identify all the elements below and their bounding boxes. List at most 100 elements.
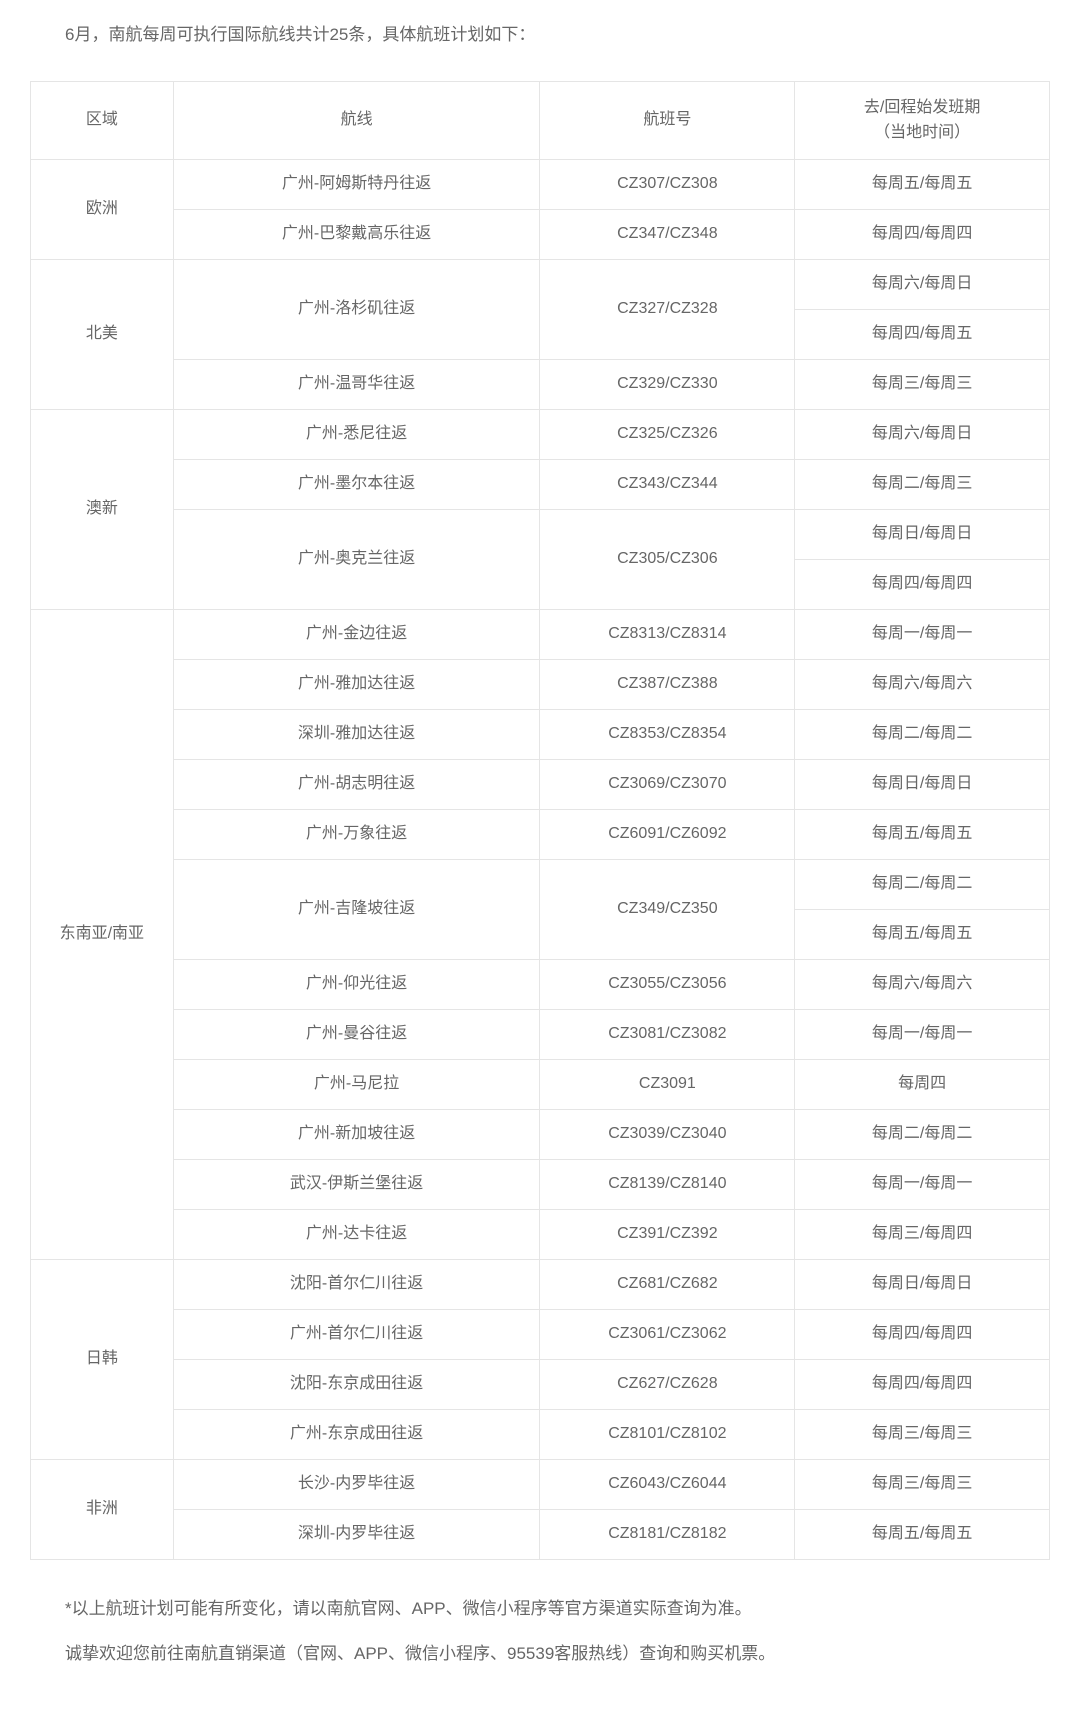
cell-schedule: 每周六/每周日 bbox=[795, 409, 1050, 459]
table-row: 武汉-伊斯兰堡往返CZ8139/CZ8140每周一/每周一 bbox=[31, 1159, 1050, 1209]
cell-flight-no: CZ349/CZ350 bbox=[540, 859, 795, 959]
cell-flight-no: CZ3055/CZ3056 bbox=[540, 959, 795, 1009]
table-row: 广州-马尼拉CZ3091每周四 bbox=[31, 1059, 1050, 1109]
footnote-invitation: 诚挚欢迎您前往南航直销渠道（官网、APP、微信小程序、95539客服热线）查询和… bbox=[65, 1635, 1050, 1672]
cell-route: 沈阳-首尔仁川往返 bbox=[173, 1259, 540, 1309]
table-row: 深圳-雅加达往返CZ8353/CZ8354每周二/每周二 bbox=[31, 709, 1050, 759]
cell-route: 广州-达卡往返 bbox=[173, 1209, 540, 1259]
table-row: 广州-巴黎戴高乐往返CZ347/CZ348每周四/每周四 bbox=[31, 209, 1050, 259]
cell-flight-no: CZ8101/CZ8102 bbox=[540, 1409, 795, 1459]
cell-schedule: 每周五/每周五 bbox=[795, 909, 1050, 959]
cell-route: 广州-新加坡往返 bbox=[173, 1109, 540, 1159]
cell-schedule: 每周六/每周六 bbox=[795, 959, 1050, 1009]
table-row: 广州-胡志明往返CZ3069/CZ3070每周日/每周日 bbox=[31, 759, 1050, 809]
table-row: 广州-万象往返CZ6091/CZ6092每周五/每周五 bbox=[31, 809, 1050, 859]
table-row: 广州-雅加达往返CZ387/CZ388每周六/每周六 bbox=[31, 659, 1050, 709]
cell-route: 武汉-伊斯兰堡往返 bbox=[173, 1159, 540, 1209]
cell-flight-no: CZ8353/CZ8354 bbox=[540, 709, 795, 759]
cell-schedule: 每周三/每周三 bbox=[795, 1459, 1050, 1509]
intro-text: 6月，南航每周可执行国际航线共计25条，具体航班计划如下： bbox=[65, 20, 1050, 51]
cell-flight-no: CZ3061/CZ3062 bbox=[540, 1309, 795, 1359]
table-row: 日韩沈阳-首尔仁川往返CZ681/CZ682每周日/每周日 bbox=[31, 1259, 1050, 1309]
cell-region: 欧洲 bbox=[31, 159, 174, 259]
cell-schedule: 每周一/每周一 bbox=[795, 1159, 1050, 1209]
header-region: 区域 bbox=[31, 81, 174, 159]
header-route: 航线 bbox=[173, 81, 540, 159]
cell-region: 东南亚/南亚 bbox=[31, 609, 174, 1259]
cell-flight-no: CZ6043/CZ6044 bbox=[540, 1459, 795, 1509]
cell-route: 广州-阿姆斯特丹往返 bbox=[173, 159, 540, 209]
table-row: 广州-东京成田往返CZ8101/CZ8102每周三/每周三 bbox=[31, 1409, 1050, 1459]
cell-schedule: 每周五/每周五 bbox=[795, 809, 1050, 859]
cell-schedule: 每周二/每周二 bbox=[795, 859, 1050, 909]
cell-route: 广州-雅加达往返 bbox=[173, 659, 540, 709]
cell-route: 广州-仰光往返 bbox=[173, 959, 540, 1009]
header-schedule: 去/回程始发班期（当地时间） bbox=[795, 81, 1050, 159]
cell-flight-no: CZ307/CZ308 bbox=[540, 159, 795, 209]
table-row: 广州-新加坡往返CZ3039/CZ3040每周二/每周二 bbox=[31, 1109, 1050, 1159]
cell-flight-no: CZ327/CZ328 bbox=[540, 259, 795, 359]
cell-schedule: 每周四/每周四 bbox=[795, 1309, 1050, 1359]
cell-route: 广州-万象往返 bbox=[173, 809, 540, 859]
cell-route: 广州-吉隆坡往返 bbox=[173, 859, 540, 959]
cell-schedule: 每周三/每周三 bbox=[795, 359, 1050, 409]
table-row: 广州-仰光往返CZ3055/CZ3056每周六/每周六 bbox=[31, 959, 1050, 1009]
cell-schedule: 每周一/每周一 bbox=[795, 1009, 1050, 1059]
cell-flight-no: CZ3091 bbox=[540, 1059, 795, 1109]
cell-route: 广州-悉尼往返 bbox=[173, 409, 540, 459]
table-row: 广州-达卡往返CZ391/CZ392每周三/每周四 bbox=[31, 1209, 1050, 1259]
cell-schedule: 每周五/每周五 bbox=[795, 1509, 1050, 1559]
cell-schedule: 每周四/每周四 bbox=[795, 559, 1050, 609]
flight-schedule-table: 区域 航线 航班号 去/回程始发班期（当地时间） 欧洲广州-阿姆斯特丹往返CZ3… bbox=[30, 81, 1050, 1560]
cell-flight-no: CZ329/CZ330 bbox=[540, 359, 795, 409]
table-row: 澳新广州-悉尼往返CZ325/CZ326每周六/每周日 bbox=[31, 409, 1050, 459]
cell-flight-no: CZ6091/CZ6092 bbox=[540, 809, 795, 859]
cell-schedule: 每周四/每周四 bbox=[795, 1359, 1050, 1409]
cell-schedule: 每周日/每周日 bbox=[795, 759, 1050, 809]
cell-route: 广州-温哥华往返 bbox=[173, 359, 540, 409]
cell-region: 非洲 bbox=[31, 1459, 174, 1559]
cell-flight-no: CZ3081/CZ3082 bbox=[540, 1009, 795, 1059]
cell-route: 广州-曼谷往返 bbox=[173, 1009, 540, 1059]
cell-route: 广州-东京成田往返 bbox=[173, 1409, 540, 1459]
cell-region: 北美 bbox=[31, 259, 174, 409]
cell-route: 沈阳-东京成田往返 bbox=[173, 1359, 540, 1409]
table-header-row: 区域 航线 航班号 去/回程始发班期（当地时间） bbox=[31, 81, 1050, 159]
cell-route: 长沙-内罗毕往返 bbox=[173, 1459, 540, 1509]
header-flight-no: 航班号 bbox=[540, 81, 795, 159]
cell-flight-no: CZ347/CZ348 bbox=[540, 209, 795, 259]
table-row: 广州-吉隆坡往返CZ349/CZ350每周二/每周二 bbox=[31, 859, 1050, 909]
footnote-disclaimer: *以上航班计划可能有所变化，请以南航官网、APP、微信小程序等官方渠道实际查询为… bbox=[65, 1590, 1050, 1627]
cell-schedule: 每周日/每周日 bbox=[795, 509, 1050, 559]
cell-schedule: 每周三/每周四 bbox=[795, 1209, 1050, 1259]
cell-schedule: 每周四 bbox=[795, 1059, 1050, 1109]
cell-schedule: 每周日/每周日 bbox=[795, 1259, 1050, 1309]
cell-schedule: 每周一/每周一 bbox=[795, 609, 1050, 659]
cell-route: 广州-马尼拉 bbox=[173, 1059, 540, 1109]
cell-schedule: 每周三/每周三 bbox=[795, 1409, 1050, 1459]
cell-schedule: 每周二/每周二 bbox=[795, 1109, 1050, 1159]
cell-flight-no: CZ627/CZ628 bbox=[540, 1359, 795, 1409]
cell-route: 广州-巴黎戴高乐往返 bbox=[173, 209, 540, 259]
cell-flight-no: CZ343/CZ344 bbox=[540, 459, 795, 509]
cell-route: 广州-墨尔本往返 bbox=[173, 459, 540, 509]
cell-schedule: 每周二/每周二 bbox=[795, 709, 1050, 759]
table-row: 东南亚/南亚广州-金边往返CZ8313/CZ8314每周一/每周一 bbox=[31, 609, 1050, 659]
cell-flight-no: CZ8139/CZ8140 bbox=[540, 1159, 795, 1209]
cell-route: 深圳-内罗毕往返 bbox=[173, 1509, 540, 1559]
cell-route: 深圳-雅加达往返 bbox=[173, 709, 540, 759]
table-row: 深圳-内罗毕往返CZ8181/CZ8182每周五/每周五 bbox=[31, 1509, 1050, 1559]
table-row: 广州-首尔仁川往返CZ3061/CZ3062每周四/每周四 bbox=[31, 1309, 1050, 1359]
table-row: 欧洲广州-阿姆斯特丹往返CZ307/CZ308每周五/每周五 bbox=[31, 159, 1050, 209]
cell-route: 广州-奥克兰往返 bbox=[173, 509, 540, 609]
cell-flight-no: CZ681/CZ682 bbox=[540, 1259, 795, 1309]
cell-flight-no: CZ387/CZ388 bbox=[540, 659, 795, 709]
cell-route: 广州-首尔仁川往返 bbox=[173, 1309, 540, 1359]
footnote-block: *以上航班计划可能有所变化，请以南航官网、APP、微信小程序等官方渠道实际查询为… bbox=[65, 1590, 1050, 1673]
cell-region: 日韩 bbox=[31, 1259, 174, 1459]
table-row: 广州-墨尔本往返CZ343/CZ344每周二/每周三 bbox=[31, 459, 1050, 509]
cell-flight-no: CZ391/CZ392 bbox=[540, 1209, 795, 1259]
cell-flight-no: CZ8181/CZ8182 bbox=[540, 1509, 795, 1559]
table-row: 广州-奥克兰往返CZ305/CZ306每周日/每周日 bbox=[31, 509, 1050, 559]
cell-flight-no: CZ325/CZ326 bbox=[540, 409, 795, 459]
